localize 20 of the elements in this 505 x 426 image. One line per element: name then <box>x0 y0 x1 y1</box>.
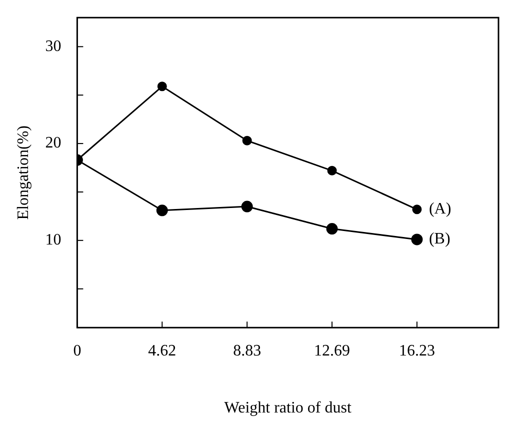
point <box>241 200 253 212</box>
series-label: (A) <box>428 200 452 218</box>
y-axis-title: Elongation(%) <box>14 126 32 220</box>
y-tick-label: 10 <box>45 232 62 249</box>
x-tick-label: 12.69 <box>314 342 350 360</box>
point <box>327 166 337 176</box>
series-label: (B) <box>428 230 450 248</box>
x-tick-label: 16.23 <box>398 342 435 360</box>
point <box>242 136 252 146</box>
point <box>156 204 168 216</box>
point <box>411 234 423 246</box>
x-axis-title: Weight ratio of dust <box>224 400 352 417</box>
x-tick-label: 4.62 <box>148 342 176 360</box>
x-tick-label: 8.83 <box>233 342 262 360</box>
x-tick-label: 0 <box>73 342 82 360</box>
point <box>157 82 167 92</box>
y-tick-label: 30 <box>45 38 62 55</box>
point <box>326 223 338 235</box>
point <box>412 204 422 214</box>
y-tick-label: 20 <box>45 134 62 152</box>
